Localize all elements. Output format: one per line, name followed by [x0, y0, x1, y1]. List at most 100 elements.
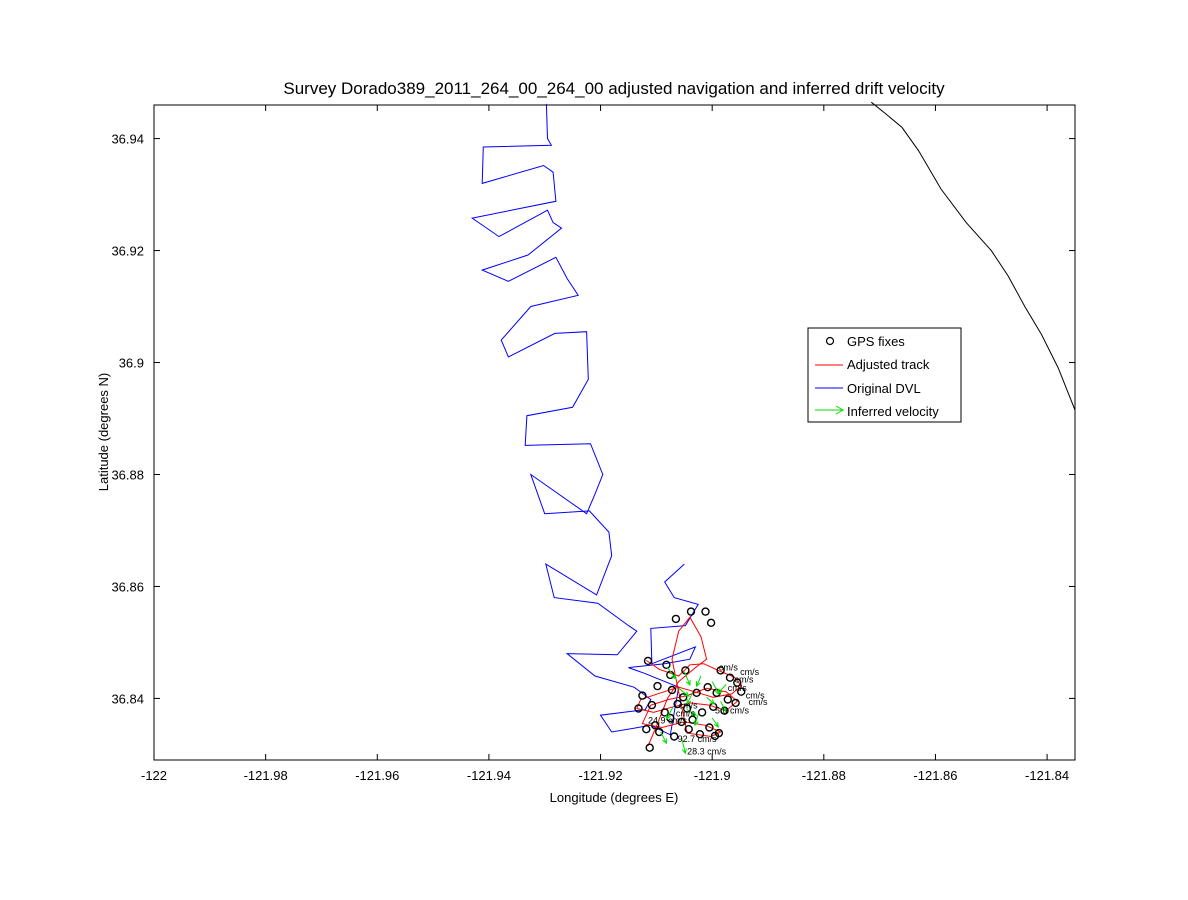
gps-fix-point	[695, 730, 705, 739]
velocity-data-label: cm/s	[676, 708, 695, 718]
gps-fix-point	[662, 660, 671, 669]
gps-fix-point	[677, 717, 686, 727]
x-tick-label: -121.9	[694, 768, 731, 783]
gps-fix-point	[737, 687, 746, 696]
x-axis-label: Longitude (degrees E)	[550, 790, 679, 805]
velocity-arrow	[660, 731, 667, 745]
gps-fix-point	[653, 681, 662, 691]
plot-area: cm/s cm/scm/scm/scm/scm/s5.0 cm/scm/s24.9…	[153, 101, 1076, 761]
gps-fix-point	[679, 693, 688, 702]
velocity-data-label: 24.9 cm/s	[648, 716, 688, 726]
gps-fix-point	[731, 698, 740, 708]
gps-fix-point	[723, 695, 732, 704]
gps-fix-point	[634, 704, 643, 713]
velocity-arrow	[720, 700, 727, 713]
velocity-data-label: cm/s	[735, 675, 754, 685]
velocity-data-label: cm/s	[728, 683, 747, 693]
legend: GPS fixes Adjusted track Original DVL In…	[807, 327, 962, 423]
legend-gps-label: GPS fixes	[847, 334, 905, 349]
velocity-data-label: cm/s	[746, 690, 765, 700]
gps-fix-point	[697, 708, 707, 717]
y-axis-ticks: 36.84 36.86 36.88 36.9 36.92 36.94	[111, 132, 1075, 706]
x-axis-ticks: -122 -121.98 -121.96 -121.94 -121.92 -121.9 -1…	[141, 105, 1069, 783]
legend-adjusted-label: Adjusted track	[847, 357, 930, 372]
gps-fix-point	[720, 706, 729, 715]
velocity-arrow	[695, 675, 702, 688]
chart-title: Survey Dorado389_2011_264_00_264_00 adju…	[283, 79, 945, 98]
velocity-data-label: cm/s	[679, 701, 698, 711]
y-tick-label: 36.84	[111, 691, 144, 706]
y-tick-label: 36.86	[111, 579, 144, 594]
y-tick-label: 36.9	[119, 356, 144, 371]
velocity-data-label: cm/s	[749, 697, 768, 707]
y-tick-label: 36.94	[111, 132, 144, 147]
gps-fix-point	[686, 607, 696, 616]
gps-fix-point	[692, 688, 701, 697]
gps-fix-point	[703, 683, 712, 692]
gps-fix-point	[667, 685, 677, 695]
gps-fix-point	[682, 704, 692, 713]
velocity-arrow	[693, 713, 699, 727]
coastline-line	[870, 101, 1076, 411]
velocity-data-label: 28.3 cm/s	[687, 746, 727, 756]
gps-fix-point	[673, 699, 682, 709]
x-tick-label: -121.96	[355, 768, 399, 783]
gps-fix-point	[725, 673, 735, 682]
velocity-arrow	[681, 737, 687, 755]
y-axis-label: Latitude (degrees N)	[96, 373, 111, 492]
gps-fix-point	[684, 725, 693, 734]
gps-fix-point	[701, 607, 710, 616]
data-label-layer: cm/s cm/scm/scm/scm/scm/s5.0 cm/scm/s24.9…	[648, 662, 768, 756]
velocity-arrow	[711, 717, 719, 728]
adjusted-track-line	[636, 616, 742, 747]
adjusted-track-layer	[636, 616, 742, 747]
gps-fix-point	[638, 691, 647, 700]
inferred-velocity-layer	[660, 667, 727, 755]
velocity-data-label: 92.7 cm/s	[678, 734, 718, 744]
gps-fix-point	[670, 732, 679, 741]
legend-dvl-label: Original DVL	[847, 381, 921, 396]
gps-fix-point	[643, 656, 653, 666]
y-tick-label: 36.88	[111, 467, 144, 482]
legend-velocity-arrowhead	[835, 405, 845, 415]
velocity-data-label: cm/s	[719, 662, 738, 672]
gps-fix-point	[645, 743, 654, 752]
legend-box	[807, 327, 962, 423]
gps-fix-point	[710, 731, 720, 741]
y-tick-label: 36.92	[111, 244, 144, 259]
velocity-arrow	[717, 684, 727, 695]
x-tick-label: -121.86	[913, 768, 957, 783]
legend-velocity-label: Inferred velocity	[847, 404, 939, 419]
x-tick-label: -121.94	[467, 768, 511, 783]
x-tick-label: -121.92	[578, 768, 622, 783]
gps-fix-point	[671, 614, 681, 624]
velocity-arrow	[686, 692, 694, 706]
legend-gps-marker	[825, 336, 835, 346]
velocity-arrow	[678, 687, 690, 697]
x-tick-label: -121.88	[802, 768, 846, 783]
gps-fix-point	[642, 725, 651, 734]
velocity-arrow	[667, 667, 677, 680]
velocity-data-label: 5.0 cm/s	[715, 706, 750, 716]
gps-fix-point	[716, 666, 725, 675]
gps-fix-point	[655, 727, 664, 737]
x-tick-label: -121.84	[1025, 768, 1069, 783]
velocity-arrow	[683, 671, 691, 687]
original-dvl-line	[470, 103, 699, 736]
x-tick-label: -122	[141, 768, 167, 783]
original-dvl-layer	[470, 103, 699, 736]
velocity-arrow	[706, 696, 716, 705]
velocity-data-label: cm/s	[740, 667, 759, 677]
gps-fix-point	[706, 618, 716, 627]
gps-fix-point	[651, 721, 660, 730]
gps-fix-point	[705, 723, 714, 732]
velocity-arrow	[665, 706, 674, 721]
gps-fix-point	[660, 708, 669, 717]
velocity-arrow	[686, 709, 697, 716]
x-tick-label: -121.98	[244, 768, 288, 783]
gps-fix-point	[647, 700, 657, 710]
axes-box	[153, 104, 1076, 761]
coastline-layer	[870, 101, 1076, 411]
gps-fix-point	[733, 678, 742, 687]
